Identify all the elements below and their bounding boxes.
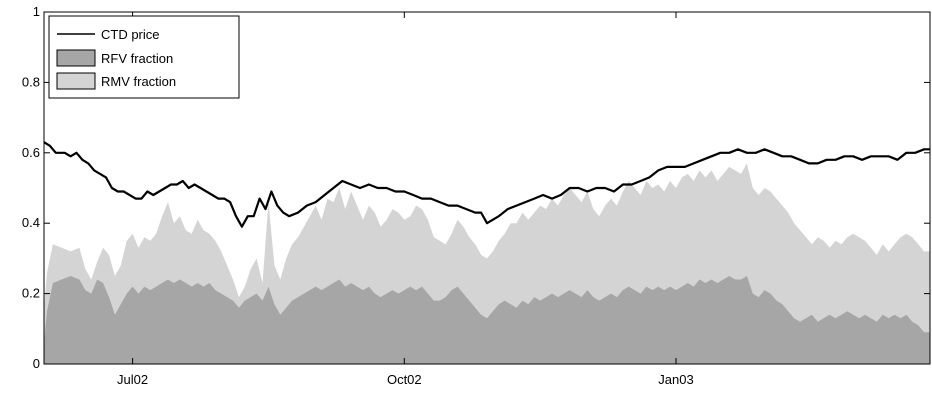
legend-swatch-rmv-fraction [56,72,96,90]
plot-area [43,141,930,364]
y-tick-label: 0 [33,356,40,371]
y-tick-label: 0.2 [22,286,40,301]
legend-swatch-rfv-fraction [56,49,96,67]
legend-label-ctd-price: CTD price [101,27,160,42]
x-tick-label: Oct02 [387,372,422,387]
y-tick-label: 0.8 [22,74,40,89]
x-axis: Jul02 Oct02 Jan03 [117,12,694,387]
x-tick-label: Jul02 [117,372,148,387]
legend-label-rfv-fraction: RFV fraction [101,51,173,66]
x-tick-label: Jan03 [658,372,693,387]
legend: CTD price RFV fraction RMV fraction [48,15,240,99]
y-tick-label: 0.4 [22,215,40,230]
y-axis: 0 0.2 0.4 0.6 0.8 1 [22,4,930,371]
y-tick-label: 1 [33,4,40,19]
axes-frame [43,11,931,365]
rfv-fraction-area [44,276,930,364]
y-tick-label: 0.6 [22,145,40,160]
ctd-price-line [43,141,930,228]
legend-label-rmv-fraction: RMV fraction [101,74,176,89]
